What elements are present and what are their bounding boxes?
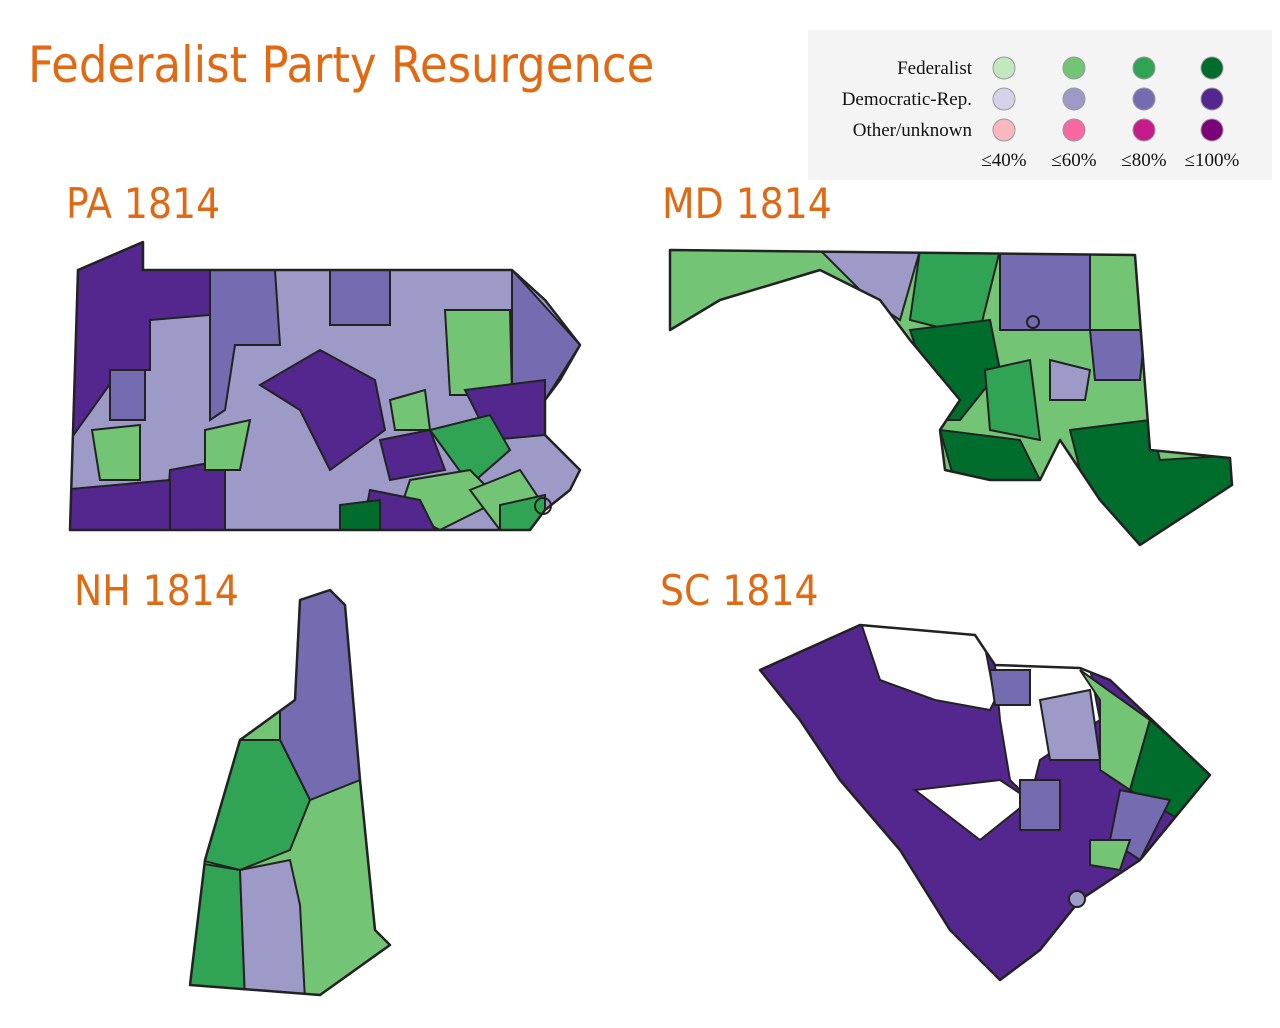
legend-swatch	[1132, 87, 1156, 111]
map-title: PA 1814	[66, 179, 220, 228]
legend-column: ≤100%	[1185, 150, 1240, 171]
map-pa	[70, 242, 580, 530]
state-outline	[68, 240, 582, 532]
legend-column: ≤60%	[1051, 150, 1096, 171]
legend-swatch	[992, 87, 1016, 111]
legend-label: Democratic-Rep.	[842, 89, 972, 110]
map-title: SC 1814	[660, 566, 819, 615]
legend-swatch	[1200, 56, 1224, 80]
map-title: NH 1814	[74, 566, 239, 615]
legend-swatch	[1132, 56, 1156, 80]
map-nh	[190, 590, 390, 995]
legend-swatch	[992, 56, 1016, 80]
legend-swatch	[1062, 87, 1086, 111]
state-outline	[188, 588, 392, 997]
map-title: MD 1814	[662, 179, 832, 228]
legend-swatch	[1062, 56, 1086, 80]
legend: Federalist Democratic-Rep. Other/unknown ≤4…	[842, 56, 1240, 171]
state-outline	[668, 248, 1234, 547]
city	[534, 497, 552, 515]
city	[1068, 890, 1086, 908]
legend-swatch	[1200, 118, 1224, 142]
legend-box	[808, 30, 1272, 180]
legend-swatch	[1132, 118, 1156, 142]
legend-column: ≤80%	[1121, 150, 1166, 171]
map-md	[670, 250, 1232, 545]
legend-swatch	[992, 118, 1016, 142]
legend-swatch	[1200, 87, 1224, 111]
state-outline	[758, 623, 1212, 982]
legend-label: Federalist	[897, 58, 973, 79]
map-sc	[760, 625, 1210, 980]
title: Federalist Party Resurgence	[28, 36, 654, 94]
city	[1026, 315, 1040, 329]
legend-column: ≤40%	[981, 150, 1026, 171]
legend-label: Other/unknown	[853, 120, 973, 141]
legend-swatch	[1062, 118, 1086, 142]
